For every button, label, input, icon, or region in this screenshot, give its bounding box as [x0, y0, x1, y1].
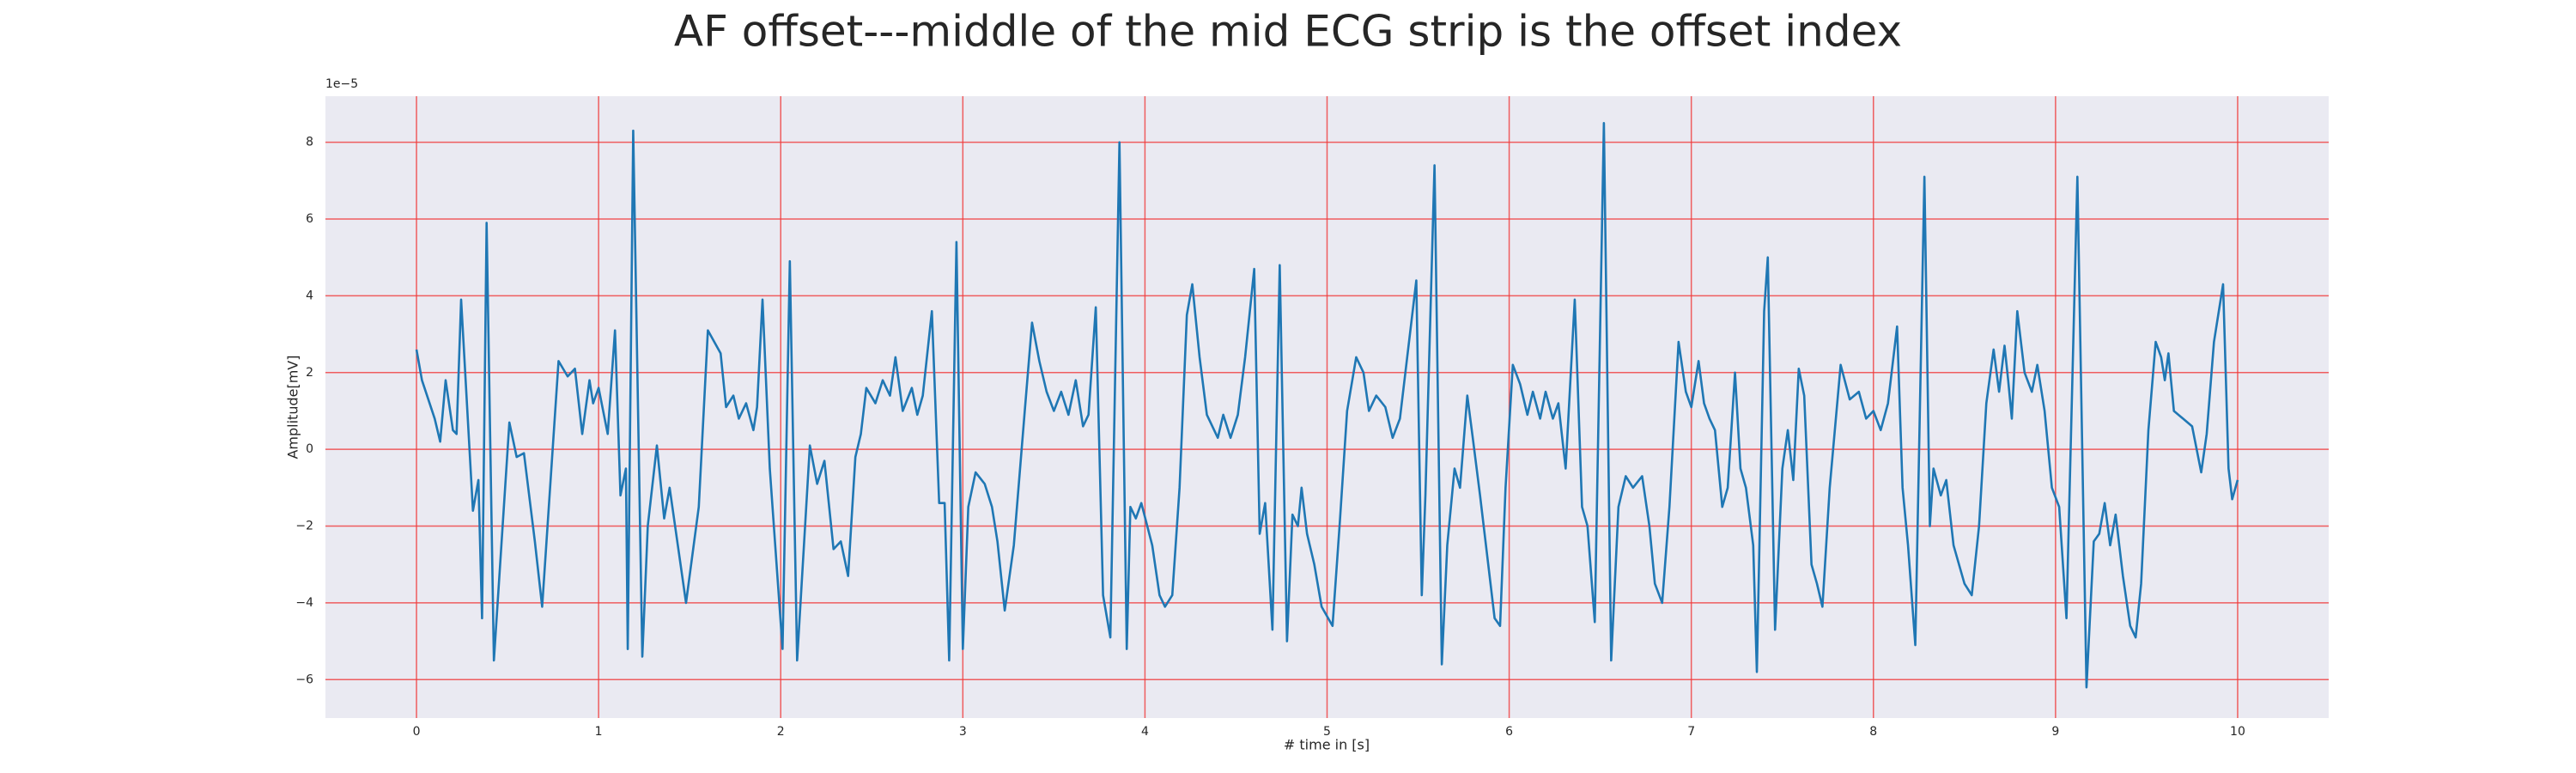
x-tick-label: 0 — [413, 725, 421, 739]
ecg-line — [415, 121, 2239, 689]
x-tick-label: 7 — [1687, 725, 1695, 739]
x-tick-label: 2 — [777, 725, 785, 739]
chart-title: AF offset---middle of the mid ECG strip … — [674, 7, 1902, 57]
y-tick-label: 4 — [306, 289, 313, 302]
x-tick-label: 8 — [1869, 725, 1877, 739]
x-tick-label: 3 — [959, 725, 967, 739]
y-tick-label: −6 — [295, 673, 313, 686]
y-offset-label: 1e−5 — [325, 77, 358, 91]
x-tick-label: 4 — [1141, 725, 1149, 739]
x-tick-label: 9 — [2051, 725, 2059, 739]
y-axis-label: Amplitude[mV] — [285, 355, 301, 459]
y-tick-label: 8 — [306, 136, 313, 149]
x-tick-label: 5 — [1323, 725, 1331, 739]
x-axis-label: # time in [s] — [1284, 737, 1370, 753]
y-tick-label: −4 — [295, 596, 313, 610]
y-tick-label: 2 — [306, 366, 313, 380]
x-tick-label: 6 — [1505, 725, 1513, 739]
x-tick-label: 10 — [2230, 725, 2245, 739]
y-tick-label: 0 — [306, 442, 313, 456]
y-tick-label: 6 — [306, 212, 313, 226]
x-tick-label: 1 — [595, 725, 603, 739]
y-tick-label: −2 — [295, 520, 313, 533]
